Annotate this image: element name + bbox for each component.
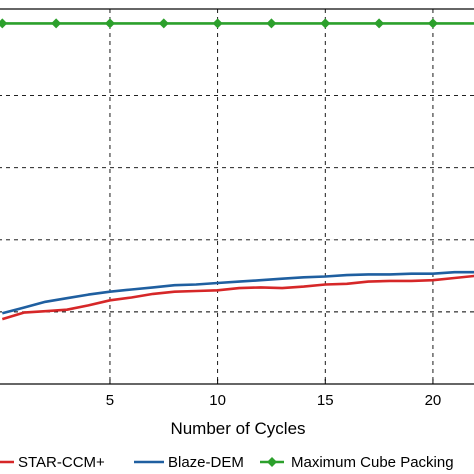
legend-label: Maximum Cube Packing — [291, 454, 454, 471]
series-maximum-cube-packing — [0, 18, 474, 29]
legend-item-star-ccm: STAR-CCM+ — [0, 454, 105, 471]
series-line-blaze-dem — [1, 270, 474, 315]
data-point-maximum-cube-packing — [320, 18, 331, 29]
legend-item-blaze-dem: Blaze-DEM — [134, 454, 244, 471]
series-layer — [0, 18, 474, 321]
data-point-maximum-cube-packing — [374, 18, 385, 29]
data-point-maximum-cube-packing — [212, 18, 223, 29]
plot-frame — [0, 8, 474, 385]
grid — [0, 9, 474, 384]
axes — [0, 8, 474, 385]
legend-marker — [267, 457, 277, 467]
legend-item-maximum-cube-packing: Maximum Cube Packing — [260, 454, 454, 471]
x-axis-label: Number of Cycles — [170, 419, 305, 438]
series-blaze-dem — [1, 270, 474, 315]
legend-label: Blaze-DEM — [168, 454, 244, 471]
data-point-maximum-cube-packing — [158, 18, 169, 29]
data-point-maximum-cube-packing — [0, 18, 8, 29]
x-tick-label: 15 — [317, 392, 334, 409]
data-point-maximum-cube-packing — [266, 18, 277, 29]
legend-label: STAR-CCM+ — [18, 454, 105, 471]
data-point-maximum-cube-packing — [104, 18, 115, 29]
data-point-maximum-cube-packing — [51, 18, 62, 29]
data-point-maximum-cube-packing — [427, 18, 438, 29]
x-tick-label: 10 — [209, 392, 226, 409]
legend: STAR-CCM+ Blaze-DEM Maximum Cube Packing — [0, 454, 454, 471]
x-ticks: 5 10 15 20 — [106, 379, 441, 409]
series-line-star-ccm — [1, 274, 474, 321]
x-tick-label: 20 — [425, 392, 442, 409]
x-tick-label: 5 — [106, 392, 114, 409]
series-star-ccm — [1, 274, 474, 321]
